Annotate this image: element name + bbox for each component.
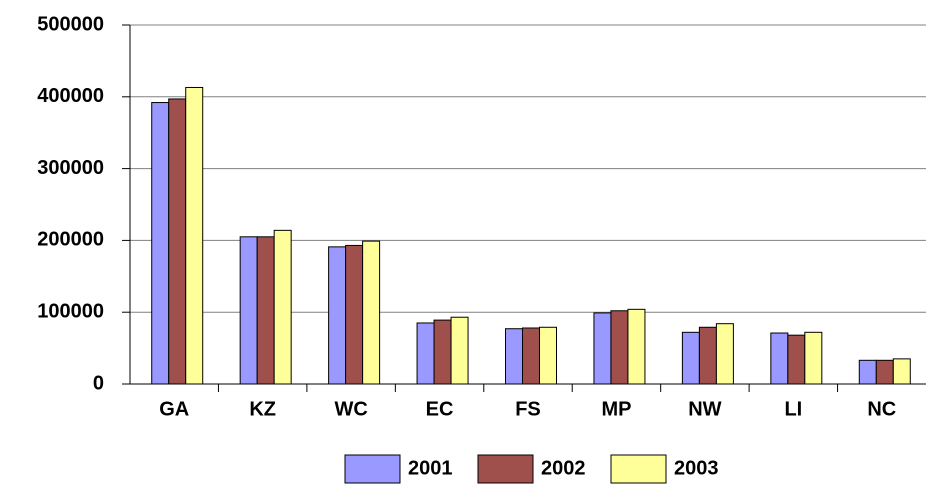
- bar: [522, 327, 540, 385]
- bar: [593, 312, 612, 385]
- bar: [770, 332, 789, 385]
- y-tick-label: 300000: [37, 157, 104, 179]
- bar: [185, 86, 204, 385]
- bar: [328, 246, 347, 385]
- bar: [804, 331, 823, 385]
- legend-label: 2001: [408, 457, 453, 479]
- legend-swatch: [477, 454, 534, 484]
- bar: [610, 310, 629, 385]
- bar: [345, 244, 364, 385]
- legend-swatch: [344, 454, 401, 484]
- y-tick-label: 0: [93, 372, 104, 394]
- bar: [698, 326, 717, 385]
- bar: [256, 236, 275, 385]
- bar: [787, 334, 806, 385]
- x-tick-label: NC: [867, 398, 896, 420]
- x-tick-label: FS: [515, 398, 541, 420]
- bar: [433, 319, 452, 385]
- x-tick-label: NW: [688, 398, 721, 420]
- x-tick-label: GA: [159, 398, 189, 420]
- bar: [539, 326, 557, 385]
- x-tick-label: WC: [334, 398, 367, 420]
- bar: [892, 358, 911, 385]
- x-tick-label: MP: [601, 398, 631, 420]
- bar: [681, 331, 700, 385]
- y-tick-label: 400000: [37, 85, 104, 107]
- legend-swatch: [610, 454, 667, 484]
- bar: [627, 308, 646, 385]
- legend-label: 2002: [541, 457, 586, 479]
- bar: [168, 98, 187, 385]
- bar: [505, 328, 523, 385]
- bar: [875, 359, 894, 385]
- bar: [151, 102, 170, 385]
- y-tick-label: 100000: [37, 300, 104, 322]
- bar: [858, 359, 877, 385]
- bar: [450, 316, 469, 385]
- legend-label: 2003: [674, 457, 719, 479]
- bar: [416, 322, 435, 385]
- y-tick-label: 500000: [37, 13, 104, 35]
- bar: [273, 229, 292, 385]
- x-tick-label: LI: [784, 398, 802, 420]
- y-tick-label: 200000: [37, 229, 104, 251]
- bar: [715, 323, 734, 385]
- x-tick-label: KZ: [249, 398, 276, 420]
- bar: [362, 240, 381, 385]
- bar: [239, 236, 258, 385]
- x-tick-label: EC: [426, 398, 454, 420]
